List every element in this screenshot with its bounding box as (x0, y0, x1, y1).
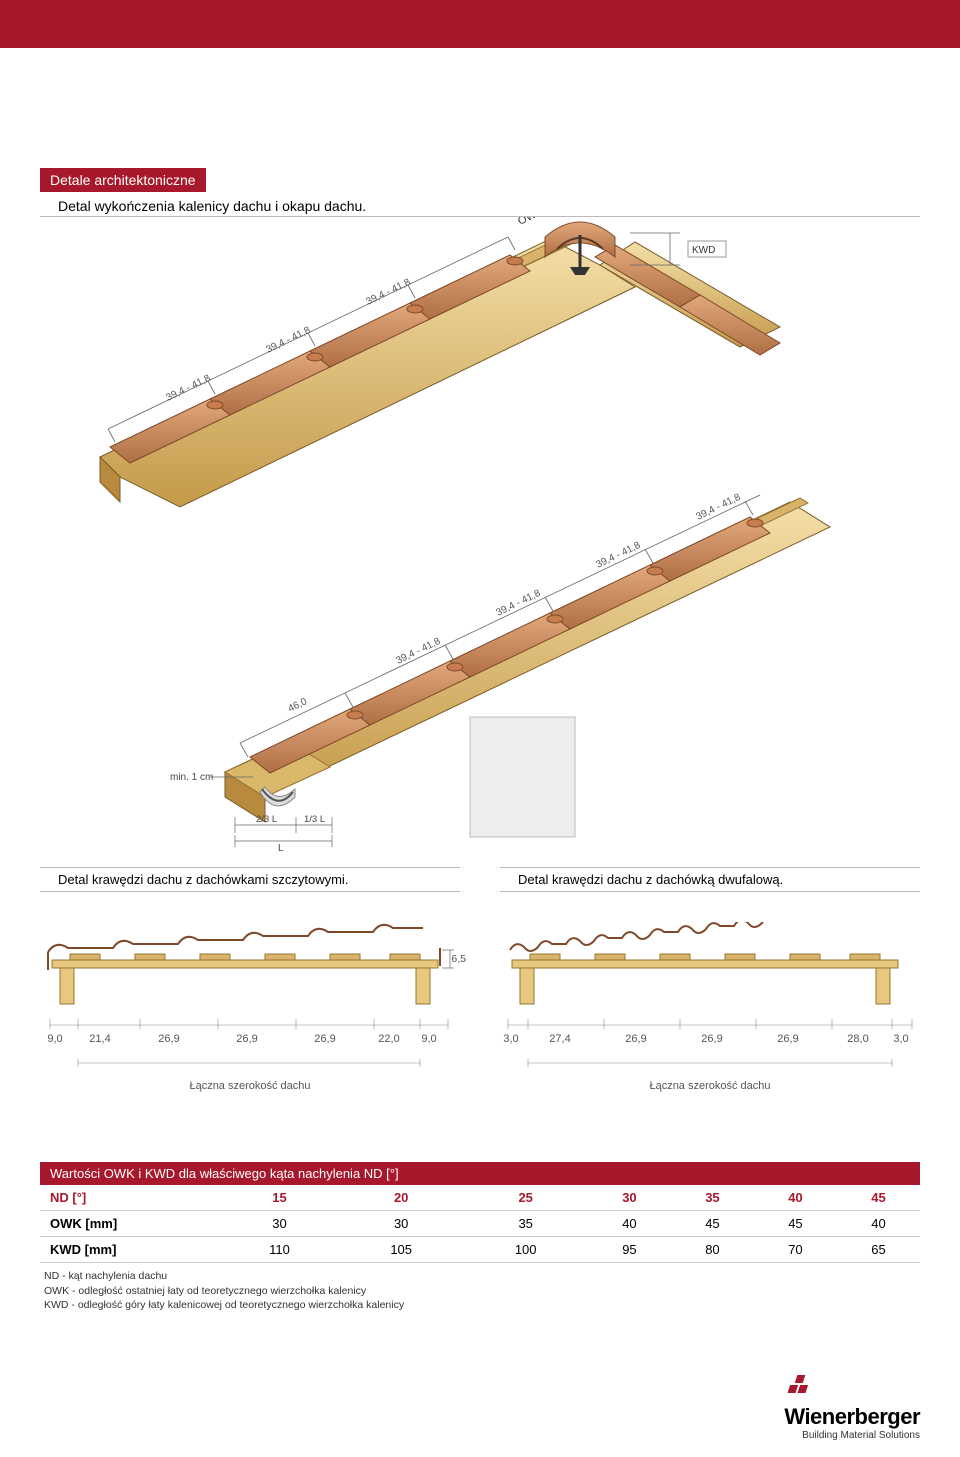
svg-text:39,4 - 41,8: 39,4 - 41,8 (364, 277, 412, 308)
svg-text:min. 1 cm: min. 1 cm (170, 772, 213, 783)
brand-logo: Wienerberger Building Material Solutions (784, 1373, 920, 1441)
svg-text:KWD: KWD (692, 245, 715, 256)
edge-left-title: Detal krawędzi dachu z dachówkami szczyt… (40, 872, 460, 892)
footnote: OWK - odległość ostatniej łaty od teoret… (44, 1284, 920, 1299)
edge-right-col: Detal krawędzi dachu z dachówką dwufalow… (500, 867, 920, 1092)
table-header-row: ND [°] 15 20 25 30 35 40 45 (40, 1185, 920, 1211)
edge-left-caption: Łączna szerokość dachu (40, 1080, 460, 1092)
edge-right-caption: Łączna szerokość dachu (500, 1080, 920, 1092)
table-row: OWK [mm] 30 30 35 40 45 45 40 (40, 1211, 920, 1237)
edge-left-col: Detal krawędzi dachu z dachówkami szczyt… (40, 867, 460, 1092)
table-row: KWD [mm] 110 105 100 95 80 70 65 (40, 1237, 920, 1263)
svg-text:39,4 - 41,8: 39,4 - 41,8 (164, 373, 212, 404)
edge-right-dims: 3,0 27,4 26,9 26,9 26,9 28,0 3,0 (500, 1033, 920, 1045)
svg-text:2/3 L: 2/3 L (256, 814, 277, 825)
table-title-bar: Wartości OWK i KWD dla właściwego kąta n… (40, 1162, 920, 1185)
edge-left-diagram (40, 922, 460, 1012)
ridge-eave-diagram: 39,4 - 41,8 39,4 - 41,8 39,4 - 41,8 OWK … (40, 217, 920, 857)
edge-left-dims: 9,0 21,4 26,9 26,9 26,9 22,0 9,0 (40, 1033, 460, 1045)
brand-name: Wienerberger (784, 1404, 920, 1430)
svg-text:L: L (278, 843, 284, 854)
owk-kwd-table: ND [°] 15 20 25 30 35 40 45 OWK [mm] 30 … (40, 1185, 920, 1263)
svg-text:1/3 L: 1/3 L (304, 814, 325, 825)
edge-right-diagram (500, 922, 920, 1012)
edge-right-title: Detal krawędzi dachu z dachówką dwufalow… (500, 872, 920, 892)
svg-text:39,4 - 41,8: 39,4 - 41,8 (594, 540, 642, 571)
footnote: KWD - odległość góry łaty kalenicowej od… (44, 1298, 920, 1313)
logo-icon (784, 1373, 818, 1404)
section-title-bar: Detale architektoniczne (40, 168, 206, 192)
nd-header: ND [°] (40, 1185, 220, 1211)
svg-text:39,4 - 41,8: 39,4 - 41,8 (694, 492, 742, 523)
svg-text:39,4 - 41,8: 39,4 - 41,8 (264, 325, 312, 356)
top-brand-bar (0, 0, 960, 48)
footnote: ND - kąt nachylenia dachu (44, 1269, 920, 1284)
footnotes: ND - kąt nachylenia dachu OWK - odległoś… (40, 1269, 920, 1313)
svg-text:OWK: OWK (516, 217, 545, 228)
svg-text:39,4 - 41,8: 39,4 - 41,8 (394, 636, 442, 667)
svg-text:39,4 - 41,8: 39,4 - 41,8 (494, 588, 542, 619)
brand-tagline: Building Material Solutions (784, 1430, 920, 1441)
page-footer: Wienerberger Building Material Solutions (0, 1333, 960, 1457)
page-content: Detale architektoniczne Detal wykończeni… (0, 48, 960, 1333)
edge-details-row: Detal krawędzi dachu z dachówkami szczyt… (40, 867, 920, 1092)
main-detail-subtitle: Detal wykończenia kalenicy dachu i okapu… (40, 192, 920, 217)
